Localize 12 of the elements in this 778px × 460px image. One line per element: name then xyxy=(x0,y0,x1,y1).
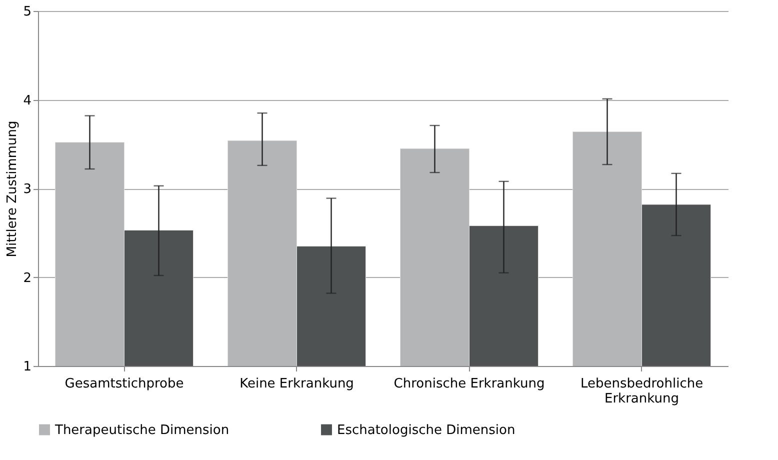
y-tick-label: 5 xyxy=(23,4,32,20)
y-tick-label: 2 xyxy=(23,270,32,286)
y-axis-title: Mittlere Zustimmung xyxy=(5,120,20,258)
x-tick-label: Gesamtstichprobe xyxy=(64,376,184,392)
x-tick-label: Chronische Erkrankung xyxy=(394,376,545,392)
legend-label: Eschatologische Dimension xyxy=(337,422,516,438)
y-tick-label: 4 xyxy=(23,93,32,108)
x-tick-label: Keine Erkrankung xyxy=(240,376,354,392)
y-tick-label: 1 xyxy=(23,360,32,374)
x-tick-label: Lebensbedrohliche Erkrankung xyxy=(580,376,704,406)
legend-label: Therapeutische Dimension xyxy=(54,422,230,438)
y-tick-label: 3 xyxy=(23,182,32,197)
